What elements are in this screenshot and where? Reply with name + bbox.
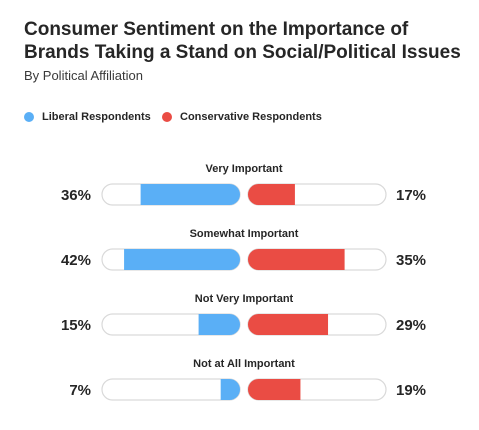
conservative-bar-very-important	[248, 184, 295, 205]
liberal-legend-dot-icon	[24, 112, 34, 122]
legend-label-liberal: Liberal Respondents	[42, 111, 151, 123]
legend-label-conservative: Conservative Respondents	[180, 111, 322, 123]
conservative-value-not-at-all-important: 19%	[396, 382, 426, 399]
liberal-bar-not-at-all-important	[220, 379, 240, 400]
category-label-somewhat-important: Somewhat Important	[190, 228, 299, 240]
chart-title: Consumer Sentiment on the Importance of …	[24, 19, 461, 63]
liberal-bar-very-important	[140, 184, 240, 205]
conservative-bar-somewhat-important	[248, 249, 345, 270]
liberal-value-somewhat-important: 42%	[61, 252, 91, 269]
conservative-bar-not-very-important	[248, 314, 329, 335]
liberal-bar-somewhat-important	[124, 249, 240, 270]
liberal-value-very-important: 36%	[61, 187, 91, 204]
conservative-value-somewhat-important: 35%	[396, 252, 426, 269]
chart-subtitle: By Political Affiliation	[24, 68, 143, 83]
liberal-value-not-very-important: 15%	[61, 317, 91, 334]
liberal-value-not-at-all-important: 7%	[69, 382, 91, 399]
category-label-not-very-important: Not Very Important	[195, 293, 294, 305]
conservative-value-very-important: 17%	[396, 187, 426, 204]
liberal-track-not-at-all-important	[101, 378, 241, 401]
category-label-not-at-all-important: Not at All Important	[193, 358, 295, 370]
category-label-very-important: Very Important	[205, 163, 282, 175]
conservative-legend-dot-icon	[162, 112, 172, 122]
conservative-value-not-very-important: 29%	[396, 317, 426, 334]
liberal-bar-not-very-important	[198, 314, 240, 335]
conservative-bar-not-at-all-important	[248, 379, 301, 400]
